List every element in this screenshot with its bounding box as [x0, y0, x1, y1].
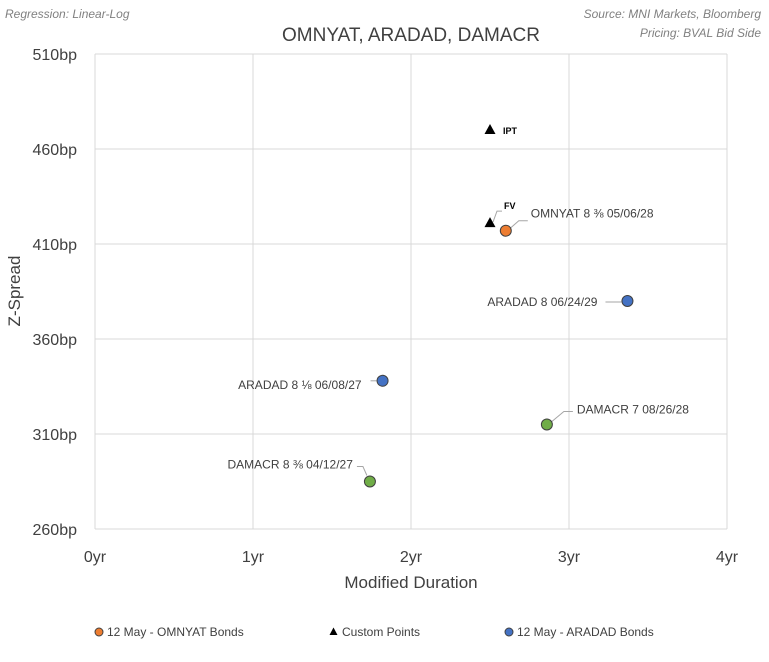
x-axis-ticks: 0yr 1yr 2yr 3yr 4yr — [84, 549, 739, 566]
y-tick-label: 360bp — [33, 332, 78, 349]
legend-label: Custom Points — [342, 625, 420, 639]
source-note: Source: MNI Markets, Bloomberg — [583, 7, 761, 21]
leader-line — [356, 466, 368, 476]
damacr-bond-point — [540, 418, 553, 431]
regression-note: Regression: Linear-Log — [5, 7, 130, 21]
point-label: DAMACR 8 ⅜ 04/12/27 — [228, 458, 354, 472]
y-tick-label: 410bp — [33, 237, 78, 254]
point-label: DAMACR 7 08/26/28 — [577, 403, 689, 417]
legend-marker-triangle — [329, 627, 338, 635]
chart-title: OMNYAT, ARADAD, DAMACR — [282, 25, 540, 46]
y-tick-label: 510bp — [33, 47, 78, 64]
y-tick-label: 460bp — [33, 142, 78, 159]
leader-line — [510, 220, 528, 229]
point-label: IPT — [503, 126, 518, 136]
x-tick-label: 1yr — [242, 549, 265, 566]
legend-marker-omnyat — [94, 627, 104, 637]
point-label: OMNYAT 8 ⅜ 05/06/28 — [531, 207, 654, 221]
custom-point-triangle — [484, 124, 496, 134]
x-axis-label: Modified Duration — [344, 573, 477, 592]
y-axis-ticks: 510bp 460bp 410bp 360bp 310bp 260bp — [33, 47, 78, 539]
grid — [94, 53, 728, 530]
leader-lines — [356, 210, 622, 476]
legend: 12 May - OMNYAT Bonds Custom Points 12 May… — [94, 625, 654, 639]
point-label: FV — [504, 201, 516, 211]
legend-label: 12 May - OMNYAT Bonds — [107, 625, 244, 639]
damacr-bond-point — [363, 475, 376, 488]
pricing-note: Pricing: BVAL Bid Side — [639, 26, 761, 40]
x-tick-label: 3yr — [558, 549, 581, 566]
x-tick-label: 4yr — [716, 549, 739, 566]
aradad-bond-point — [621, 295, 634, 307]
omnyat-bond-point — [499, 224, 512, 237]
x-tick-label: 0yr — [84, 549, 107, 566]
point-label: ARADAD 8 06/24/29 — [487, 295, 597, 309]
legend-label: 12 May - ARADAD Bonds — [517, 625, 654, 639]
x-tick-label: 2yr — [400, 549, 423, 566]
legend-marker-aradad — [504, 627, 514, 637]
leader-line — [492, 210, 502, 223]
leader-line — [551, 411, 573, 422]
y-tick-label: 310bp — [33, 427, 78, 444]
data-points — [363, 124, 634, 488]
point-label: ARADAD 8 ⅛ 06/08/27 — [238, 378, 362, 392]
y-axis-label: Z-Spread — [5, 256, 24, 327]
point-labels: OMNYAT 8 ⅜ 05/06/28 IPT FV ARADAD 8 06/24/2… — [228, 126, 690, 472]
custom-point-triangle — [484, 217, 496, 228]
aradad-bond-point — [376, 374, 389, 387]
y-tick-label: 260bp — [33, 522, 78, 539]
